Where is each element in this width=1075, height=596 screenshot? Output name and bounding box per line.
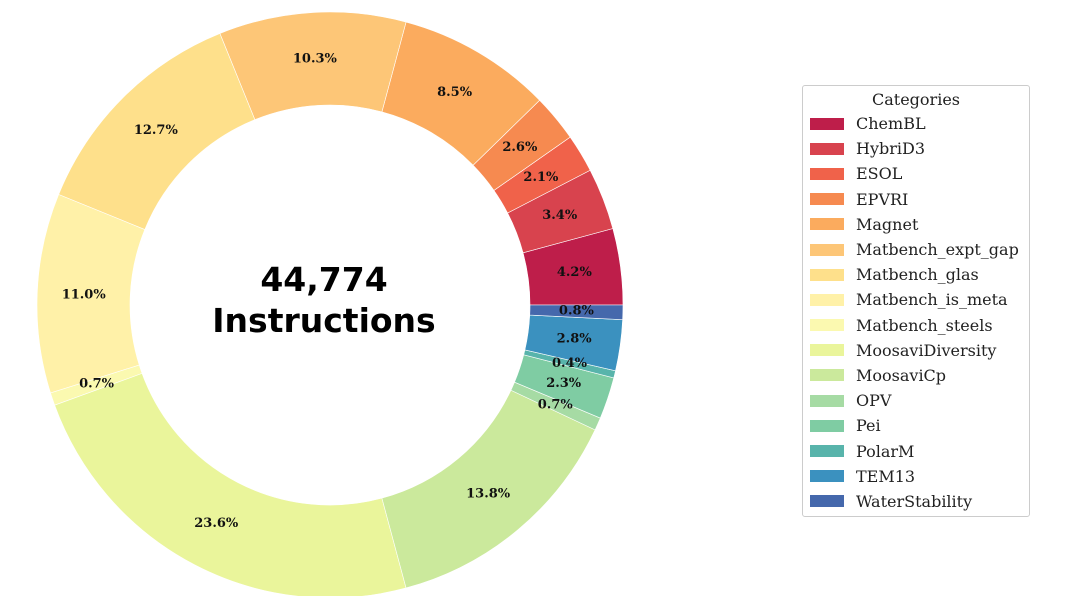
legend-swatch [810, 319, 844, 332]
slice-label: 0.7% [79, 377, 115, 392]
legend-label: PolarM [856, 441, 915, 461]
legend-swatch [810, 495, 844, 508]
legend-item: MoosaviCp [803, 363, 1029, 388]
legend: Categories ChemBL HybriD3 ESOL EPVRI Magnet M… [802, 85, 1030, 517]
legend-swatch [810, 167, 844, 180]
center-total: 44,774 [260, 260, 387, 299]
legend-swatch [810, 419, 844, 432]
donut-chart: 4.2% 3.4% 2.1% 2.6% 8.5% 10.3% 12.7% 11.0% 0.7% 2… [36, 11, 624, 596]
legend-label: Magnet [856, 214, 919, 234]
slice-label: 4.2% [557, 265, 593, 280]
legend-label: EPVRI [856, 189, 909, 209]
slice-label: 8.5% [437, 85, 473, 100]
legend-label: Matbench_expt_gap [856, 240, 1019, 260]
legend-label: OPV [856, 391, 892, 411]
slice-label: 10.3% [293, 51, 338, 66]
legend-item: Matbench_glas [803, 262, 1029, 287]
legend-label: Matbench_is_meta [856, 290, 1008, 310]
legend-item: TEM13 [803, 464, 1029, 489]
legend-swatch [810, 445, 844, 458]
slice-label: 3.4% [542, 208, 578, 223]
legend-swatch [810, 218, 844, 231]
slice-label: 0.8% [559, 304, 595, 319]
legend-label: Matbench_glas [856, 265, 979, 285]
legend-swatch [810, 117, 844, 130]
legend-swatch [810, 293, 844, 306]
legend-label: ChemBL [856, 114, 926, 134]
legend-item: PolarM [803, 438, 1029, 463]
slice-label: 11.0% [62, 287, 107, 302]
legend-item: Matbench_steels [803, 313, 1029, 338]
legend-label: ESOL [856, 164, 903, 184]
legend-item: Pei [803, 413, 1029, 438]
legend-item: EPVRI [803, 187, 1029, 212]
slice-label: 0.7% [538, 398, 574, 413]
legend-item: HybriD3 [803, 136, 1029, 161]
legend-item: ChemBL [803, 111, 1029, 136]
slice-label: 0.4% [552, 356, 588, 371]
legend-swatch [810, 243, 844, 256]
legend-swatch [810, 193, 844, 206]
legend-item: WaterStability [803, 489, 1029, 514]
legend-swatch [810, 268, 844, 281]
slice-label: 2.1% [523, 170, 559, 185]
slice-label: 12.7% [134, 123, 179, 138]
legend-label: Matbench_steels [856, 315, 993, 335]
legend-swatch [810, 344, 844, 357]
legend-swatch [810, 470, 844, 483]
slice-label: 2.8% [557, 331, 593, 346]
center-caption: Instructions [212, 301, 435, 340]
legend-swatch [810, 394, 844, 407]
donut-slices [36, 11, 624, 596]
legend-label: MoosaviCp [856, 365, 947, 385]
legend-item: Matbench_expt_gap [803, 237, 1029, 262]
legend-label: MoosaviDiversity [856, 340, 997, 360]
slice-label: 13.8% [466, 487, 511, 502]
slice-label: 2.3% [546, 376, 582, 391]
legend-item: Magnet [803, 212, 1029, 237]
legend-label: TEM13 [856, 466, 916, 486]
legend-label: WaterStability [856, 491, 973, 511]
legend-swatch [810, 369, 844, 382]
slice-label: 2.6% [502, 140, 538, 155]
legend-swatch [810, 142, 844, 155]
legend-label: Pei [856, 416, 881, 436]
percent-labels: 4.2% 3.4% 2.1% 2.6% 8.5% 10.3% 12.7% 11.0% 0.7% 2… [62, 51, 595, 531]
legend-label: HybriD3 [856, 139, 926, 159]
legend-item: OPV [803, 388, 1029, 413]
legend-item: ESOL [803, 161, 1029, 186]
legend-item: Matbench_is_meta [803, 287, 1029, 312]
legend-title: Categories [872, 90, 960, 109]
slice-waterstability [529, 304, 624, 321]
legend-item: MoosaviDiversity [803, 338, 1029, 363]
slice-moosavidiversity [54, 373, 407, 596]
slice-label: 23.6% [194, 516, 239, 531]
